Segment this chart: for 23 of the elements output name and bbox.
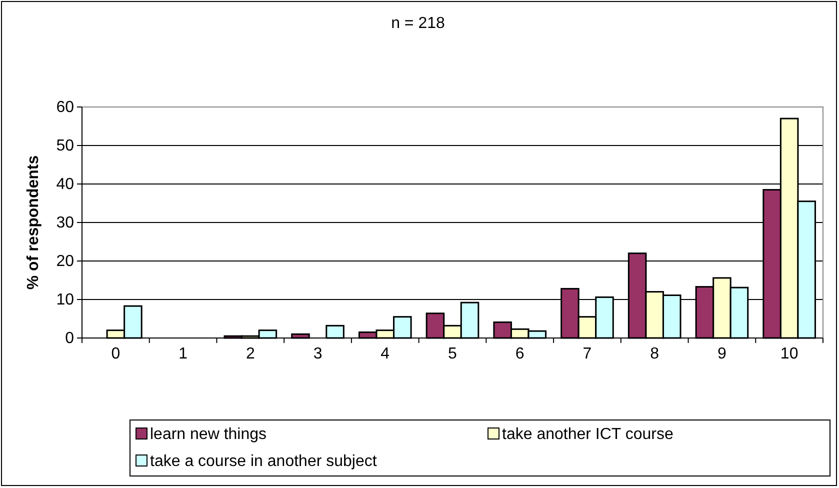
x-tick-label: 2 [246, 346, 255, 363]
x-tick-label: 6 [515, 346, 524, 363]
x-tick-label: 8 [650, 346, 660, 363]
y-tick-label: 0 [65, 330, 74, 348]
chart-title: n = 218 [391, 15, 446, 32]
x-tick-label: 10 [780, 346, 798, 363]
x-tick-label: 7 [582, 346, 592, 363]
y-tick-label: 60 [56, 99, 74, 116]
x-tick-label: 4 [380, 346, 390, 363]
x-tick-label: 3 [313, 346, 322, 363]
y-axis-title: % of respondents [25, 155, 42, 290]
legend-label: take another ICT course [502, 426, 674, 443]
x-tick-label: 0 [111, 346, 120, 363]
y-tick-label: 40 [56, 176, 74, 194]
y-tick-label: 50 [56, 138, 74, 155]
x-tick-label: 9 [718, 346, 726, 363]
y-tick-label: 30 [56, 214, 74, 232]
x-tick-label: 5 [448, 346, 458, 363]
y-tick-label: 10 [56, 292, 74, 309]
y-tick-label: 20 [56, 253, 74, 270]
legend-label: learn new things [150, 426, 267, 443]
legend-label: take a course in another subject [150, 453, 378, 470]
x-tick-label: 1 [178, 346, 188, 363]
